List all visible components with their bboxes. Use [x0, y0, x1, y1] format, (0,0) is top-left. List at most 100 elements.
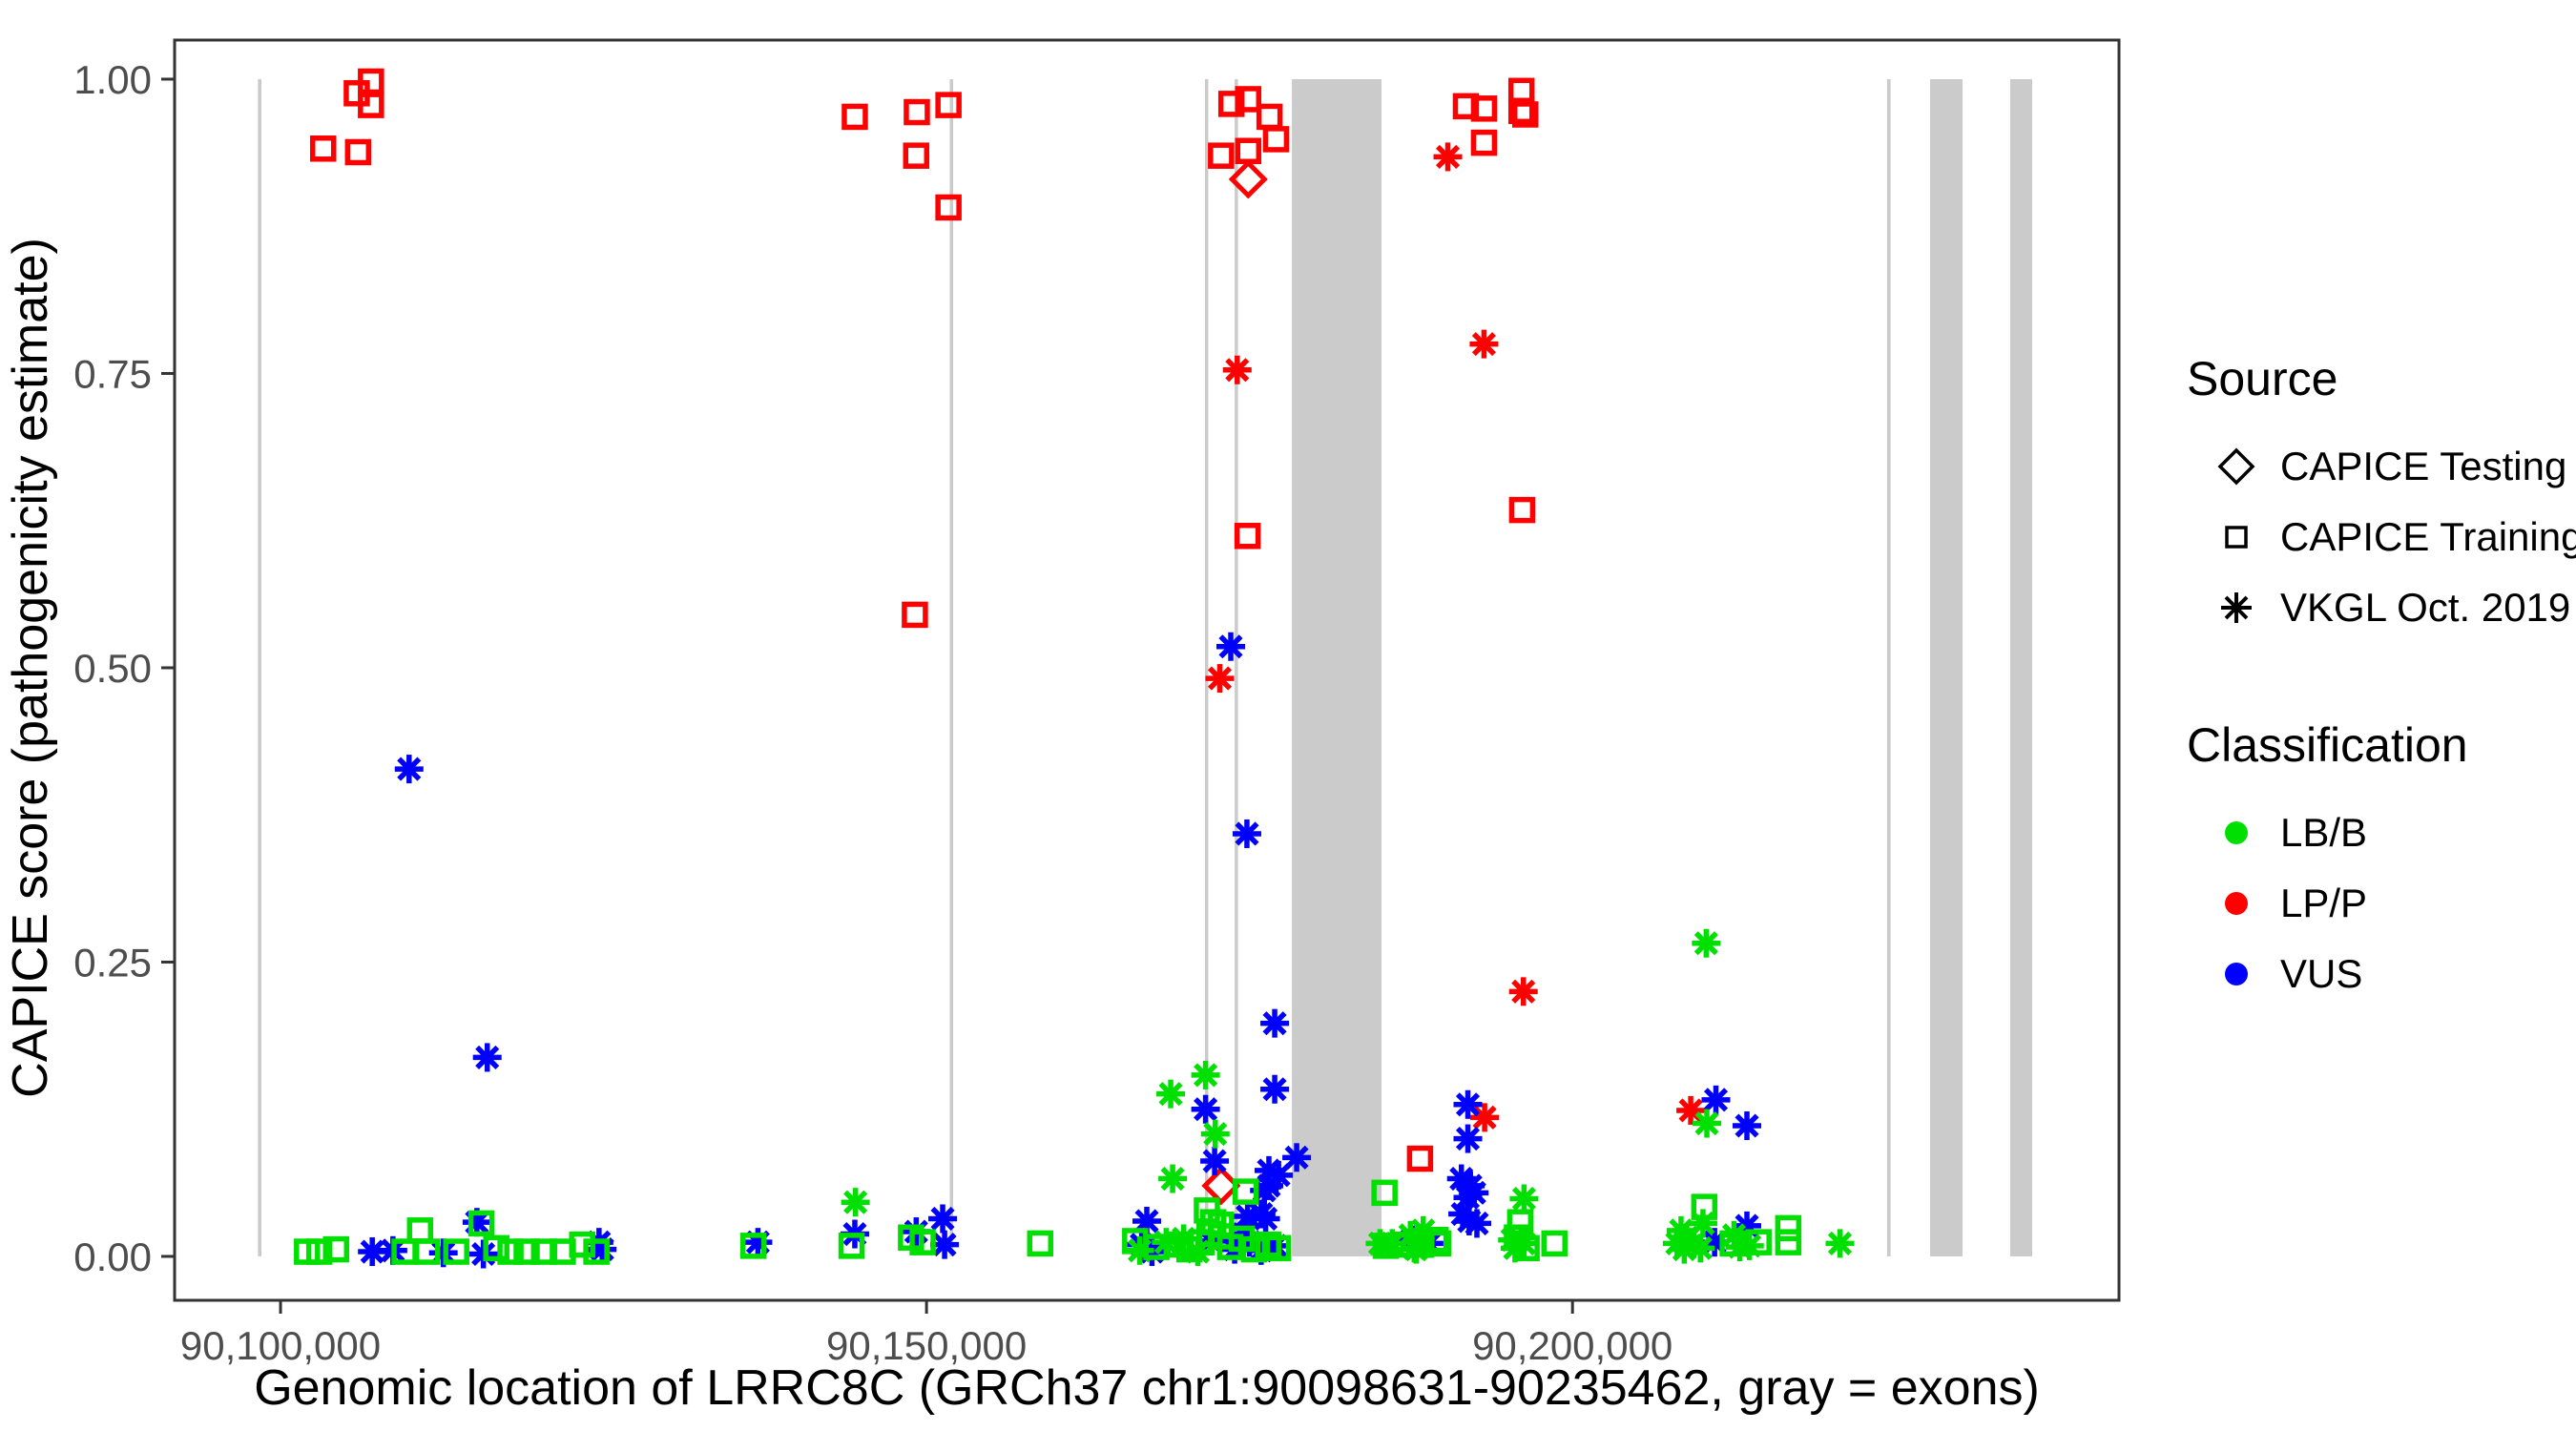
data-point-asterisk [1686, 1234, 1715, 1263]
data-point-asterisk [1191, 1060, 1220, 1089]
data-point-asterisk [1433, 142, 1463, 172]
lbb-dot-icon [2225, 821, 2248, 844]
y-tick-label: 0.00 [73, 1234, 152, 1279]
data-point-asterisk [841, 1188, 870, 1217]
data-point-square [1234, 523, 1261, 550]
data-point-square [1452, 93, 1480, 120]
y-tick-label: 1.00 [73, 57, 152, 102]
data-point-asterisk [1156, 1079, 1186, 1109]
legend-source-title: Source [2187, 352, 2338, 405]
x-tick-label: 90,200,000 [1472, 1323, 1672, 1368]
exon-region [949, 78, 954, 1256]
square-icon [2225, 526, 2248, 549]
lpp-dot-icon [2225, 892, 2248, 915]
diamond-icon [2217, 447, 2255, 486]
data-point-square [1027, 1230, 1054, 1257]
data-point-square [1208, 1223, 1235, 1250]
data-point-asterisk [1200, 1147, 1230, 1176]
legend: Source CAPICE Testing CAPICE Training [2187, 351, 2576, 1009]
data-point-asterisk [1200, 1119, 1230, 1149]
data-point-square [739, 1233, 767, 1259]
data-point-square [1262, 126, 1290, 153]
x-axis-title: Genomic location of LRRC8C (GRCh37 chr1:… [254, 1360, 2040, 1416]
x-tick-label: 90,100,000 [180, 1323, 381, 1368]
exon-region [2009, 78, 2033, 1256]
data-point-asterisk [1692, 928, 1721, 958]
data-point-square [443, 1238, 469, 1265]
data-point-square [1240, 1235, 1268, 1263]
exon-region [1292, 78, 1382, 1256]
data-point-diamond [1201, 1166, 1241, 1206]
data-point-asterisk [1825, 1229, 1855, 1258]
panel-border [173, 38, 2121, 1302]
legend-item-label: LP/P [2280, 881, 2368, 925]
data-point-square [1235, 137, 1262, 164]
x-tick-label: 90,150,000 [826, 1323, 1027, 1368]
data-point-square [1256, 103, 1283, 131]
exon-region [1235, 78, 1238, 1256]
data-point-asterisk [1251, 1204, 1280, 1234]
legend-item-label: LB/B [2280, 810, 2368, 855]
data-point-square [358, 92, 384, 118]
legend-item-capice-testing: CAPICE Testing [2187, 431, 2568, 502]
data-point-asterisk [1232, 819, 1261, 848]
exon-region [1204, 78, 1209, 1256]
data-point-square [305, 1238, 333, 1265]
data-point-square [1507, 97, 1535, 125]
data-point-asterisk [1701, 1085, 1731, 1114]
data-point-square [569, 1231, 595, 1258]
asterisk-icon [2221, 592, 2252, 623]
data-point-asterisk [1260, 1074, 1290, 1104]
data-point-square [1508, 496, 1536, 524]
legend-item-capice-training: CAPICE Training [2187, 502, 2576, 572]
exon-region [1930, 78, 1963, 1256]
data-point-square [1512, 101, 1539, 128]
data-point-asterisk [1158, 1164, 1188, 1193]
data-point-square [1208, 142, 1235, 169]
data-point-square [841, 103, 868, 131]
data-point-square [903, 142, 930, 169]
exon-region [258, 78, 261, 1256]
data-point-asterisk [394, 755, 424, 784]
legend-item-label: CAPICE Testing [2280, 444, 2567, 488]
data-point-square [909, 1229, 936, 1255]
data-point-square [1391, 1231, 1418, 1258]
data-point-asterisk [1260, 1008, 1290, 1038]
data-point-asterisk [1191, 1094, 1220, 1124]
data-point-square [1775, 1214, 1802, 1242]
y-tick-label: 0.25 [73, 940, 152, 985]
data-point-square [344, 138, 372, 166]
data-point-asterisk [1670, 1234, 1699, 1264]
data-point-asterisk [1469, 329, 1499, 359]
data-point-square [1408, 1231, 1435, 1258]
data-point-square [583, 1238, 610, 1265]
data-point-square [1217, 91, 1245, 117]
data-point-square [406, 1217, 434, 1244]
data-point-asterisk [1462, 1209, 1491, 1238]
data-point-square [1691, 1193, 1718, 1220]
legend-item-lpp: LP/P [2187, 868, 2568, 939]
data-point-square [1406, 1145, 1434, 1172]
y-tick-label: 0.50 [73, 646, 152, 691]
data-point-square [1470, 129, 1498, 156]
data-point-asterisk [472, 1043, 502, 1072]
data-point-square [1232, 1178, 1259, 1205]
legend-classification-title: Classification [2187, 718, 2468, 772]
legend-item-label: VKGL Oct. 2019 [2280, 585, 2571, 630]
data-point-square [413, 1238, 441, 1265]
data-point-asterisk [1453, 1124, 1483, 1153]
data-point-asterisk [1282, 1143, 1312, 1172]
data-point-square [902, 601, 928, 629]
data-point-square [1371, 1179, 1398, 1207]
data-point-square [1470, 95, 1498, 122]
data-point-square [1541, 1230, 1568, 1257]
data-point-asterisk [743, 1228, 773, 1257]
exon-region [1886, 78, 1891, 1256]
legend-item-lbb: LB/B [2187, 798, 2568, 868]
data-point-square [322, 1235, 350, 1263]
data-point-square [935, 92, 962, 118]
data-point-square [838, 1233, 865, 1259]
data-point-square [497, 1238, 524, 1265]
y-axis-title: CAPICE score (pathogenicity estimate) [3, 238, 58, 1098]
